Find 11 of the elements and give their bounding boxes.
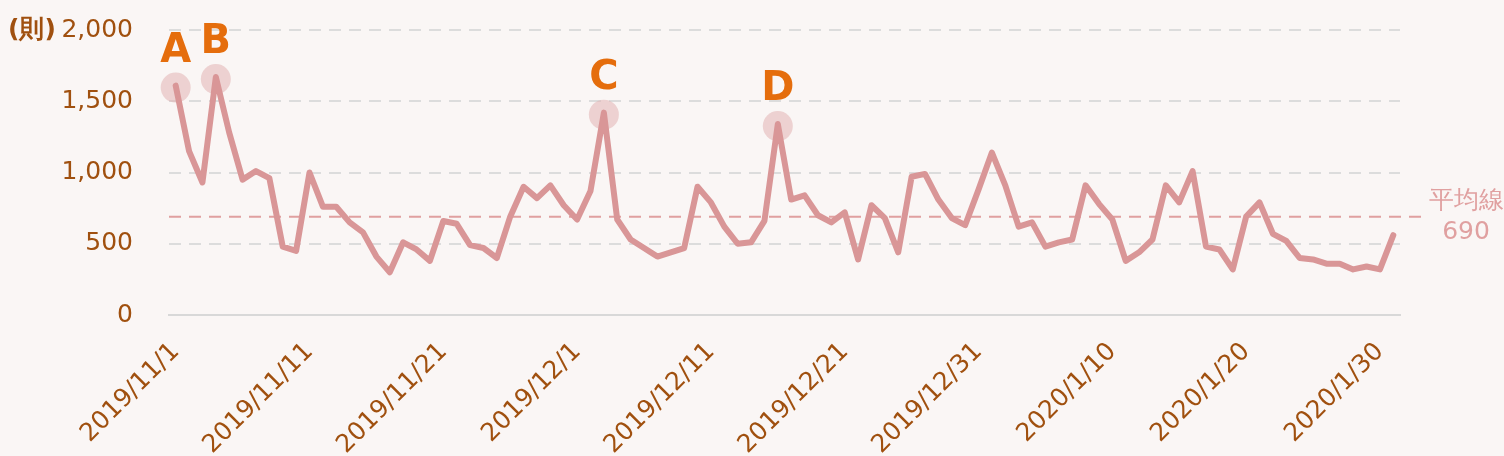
- annotation: A: [160, 24, 192, 71]
- y-tick-label: 2,000: [61, 13, 133, 43]
- y-tick-label: 1,000: [61, 156, 133, 185]
- y-tick-label: 0: [117, 298, 133, 328]
- annotation: D: [761, 63, 795, 110]
- annotation: C: [589, 51, 619, 98]
- y-tick-label: 1,500: [61, 84, 133, 114]
- y-tick-label: 500: [85, 227, 133, 257]
- annotation: B: [200, 16, 232, 63]
- y-axis-title: (則): [8, 13, 56, 43]
- ref-line-label: 平均線 690: [1428, 184, 1504, 245]
